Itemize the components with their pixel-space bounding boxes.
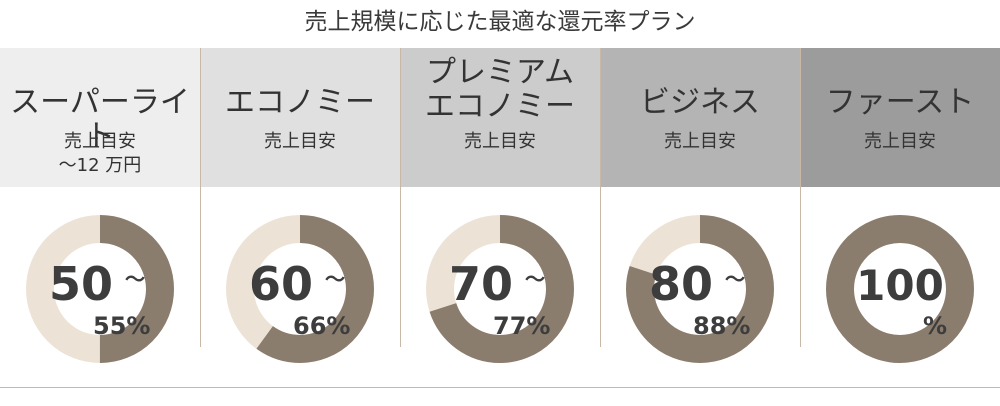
rate-from-label: 50	[49, 257, 113, 311]
donut-value-arc	[26, 215, 174, 363]
plan-name: エコノミー	[225, 85, 375, 120]
rate-donut-chart: 80 〜 88%	[626, 215, 774, 363]
column-divider	[600, 187, 601, 347]
plan-sales-guide: 売上目安	[864, 131, 936, 152]
rate-to-label: %	[923, 312, 947, 340]
rate-donut-chart: 60 〜 66%	[226, 215, 374, 363]
plan-header: ファースト 売上目安	[800, 48, 1000, 187]
plan-name: プレミアム エコノミー	[425, 55, 575, 124]
page-title: 売上規模に応じた最適な還元率プラン	[304, 9, 696, 35]
header-divider	[400, 48, 401, 187]
plan-header: ビジネス 売上目安	[600, 48, 800, 187]
plan-sales-guide: 売上目安	[664, 131, 736, 152]
range-tilde: 〜	[725, 267, 745, 291]
header-divider	[600, 48, 601, 187]
donut-value-arc	[426, 215, 574, 363]
rate-donut-chart: 70 〜 77%	[426, 215, 574, 363]
range-tilde: 〜	[325, 267, 345, 291]
rate-from-label: 60	[249, 257, 313, 311]
column-divider	[400, 187, 401, 347]
plan-name: スーパーライト	[10, 85, 190, 154]
plan-column-super-light: スーパーライト 売上目安 〜12 万円 50 〜 55%	[0, 48, 200, 388]
donut-value-arc	[626, 215, 774, 363]
column-divider	[800, 187, 801, 347]
rate-from-label: 100	[856, 261, 944, 310]
plan-header: スーパーライト 売上目安 〜12 万円	[0, 48, 200, 187]
plan-column-economy: エコノミー売上目安 60 〜 66%	[200, 48, 400, 388]
header-divider	[200, 48, 201, 187]
rate-to-label: 77%	[493, 312, 550, 340]
donut-value-arc	[226, 215, 374, 363]
plan-column-first: ファースト売上目安 100%	[800, 48, 1000, 388]
plan-column-premium-economy: プレミアム エコノミー売上目安 70 〜 77%	[400, 48, 600, 388]
rate-from-label: 80	[649, 257, 713, 311]
plan-name: ビジネス	[640, 85, 760, 120]
donut-value-arc	[826, 215, 974, 363]
rate-from-label: 70	[449, 257, 513, 311]
header-divider	[800, 48, 801, 187]
rate-to-label: 55%	[93, 312, 150, 340]
plan-sales-guide: 売上目安 〜12 万円	[58, 131, 142, 176]
plan-column-business: ビジネス売上目安 80 〜 88%	[600, 48, 800, 388]
range-tilde: 〜	[125, 267, 145, 291]
plan-name: ファースト	[825, 85, 975, 120]
column-divider	[200, 187, 201, 347]
rate-donut-chart: 100%	[826, 215, 974, 363]
plan-header: プレミアム エコノミー売上目安	[400, 48, 600, 187]
rate-to-label: 88%	[693, 312, 750, 340]
plan-sales-guide: 売上目安	[264, 131, 336, 152]
plan-sales-guide: 売上目安	[464, 131, 536, 152]
rate-donut-chart: 50 〜 55%	[26, 215, 174, 363]
plan-header: エコノミー 売上目安	[200, 48, 400, 187]
range-tilde: 〜	[525, 267, 545, 291]
rate-to-label: 66%	[293, 312, 350, 340]
